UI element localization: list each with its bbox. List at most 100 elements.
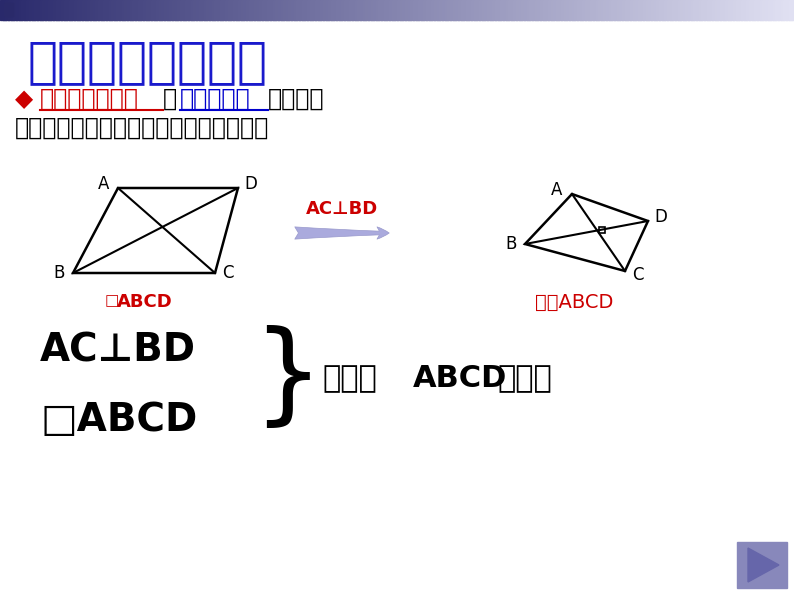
Bar — [304, 0, 308, 20]
Bar — [48, 0, 52, 20]
Bar — [185, 0, 189, 20]
Bar — [320, 0, 324, 20]
Bar — [280, 0, 284, 20]
Bar — [487, 0, 491, 20]
Bar — [574, 0, 578, 20]
Bar — [526, 0, 530, 20]
Bar — [294, 0, 298, 20]
Bar — [582, 0, 586, 20]
Bar — [286, 0, 290, 20]
Bar — [685, 0, 689, 20]
Bar — [312, 0, 316, 20]
Bar — [622, 0, 626, 20]
Bar — [429, 0, 433, 20]
Bar — [10, 0, 14, 20]
Bar — [117, 0, 120, 20]
Bar — [16, 0, 20, 20]
Bar — [129, 0, 133, 20]
Bar — [699, 0, 703, 20]
Bar — [693, 0, 697, 20]
Bar — [349, 0, 353, 20]
Text: 的: 的 — [163, 87, 176, 111]
Bar — [609, 0, 612, 20]
Bar — [659, 0, 663, 20]
Text: □: □ — [105, 293, 119, 308]
Bar — [723, 0, 727, 20]
Bar — [180, 0, 183, 20]
Text: }: } — [252, 325, 323, 432]
Text: （对角线互相垂直平分的四边形是菱形）: （对角线互相垂直平分的四边形是菱形） — [15, 116, 269, 140]
Bar — [193, 0, 197, 20]
Bar — [542, 0, 546, 20]
Bar — [725, 0, 729, 20]
Bar — [148, 0, 152, 20]
Bar — [749, 0, 753, 20]
Bar — [217, 0, 221, 20]
Bar — [24, 0, 28, 20]
Bar — [66, 0, 70, 20]
Bar — [572, 0, 576, 20]
Bar — [413, 0, 417, 20]
Bar — [360, 0, 364, 20]
Bar — [503, 0, 507, 20]
Text: 菱形ABCD: 菱形ABCD — [535, 293, 614, 312]
Bar — [590, 0, 594, 20]
Bar — [151, 0, 155, 20]
Bar — [121, 0, 125, 20]
Bar — [156, 0, 160, 20]
Bar — [355, 0, 358, 20]
Bar — [439, 0, 443, 20]
Bar — [288, 0, 292, 20]
Bar — [405, 0, 409, 20]
Bar — [0, 0, 4, 20]
Bar — [688, 0, 692, 20]
Bar — [754, 0, 758, 20]
Bar — [318, 0, 322, 20]
Bar — [98, 0, 102, 20]
Bar — [484, 0, 488, 20]
Bar — [561, 0, 565, 20]
Bar — [680, 0, 684, 20]
Bar — [596, 0, 599, 20]
Bar — [707, 0, 711, 20]
Bar — [709, 0, 713, 20]
Bar — [540, 0, 544, 20]
Bar — [339, 0, 342, 20]
Bar — [141, 0, 144, 20]
Bar — [296, 0, 300, 20]
Bar — [106, 0, 110, 20]
Text: 菱形的判定方法：: 菱形的判定方法： — [28, 38, 268, 86]
Bar — [580, 0, 584, 20]
Bar — [164, 0, 168, 20]
Bar — [598, 0, 602, 20]
Bar — [246, 0, 250, 20]
Text: ◆: ◆ — [15, 87, 33, 111]
Bar — [64, 0, 67, 20]
Bar — [307, 0, 310, 20]
Bar — [757, 0, 761, 20]
Bar — [363, 0, 366, 20]
Bar — [159, 0, 163, 20]
Bar — [588, 0, 592, 20]
Bar — [262, 0, 266, 20]
Bar — [490, 0, 493, 20]
Bar — [352, 0, 356, 20]
Bar — [256, 0, 260, 20]
Bar — [291, 0, 295, 20]
Bar — [778, 0, 782, 20]
Bar — [717, 0, 721, 20]
Bar — [188, 0, 191, 20]
Text: 对角线互相垂直: 对角线互相垂直 — [40, 87, 139, 111]
Bar — [550, 0, 554, 20]
Bar — [538, 0, 541, 20]
Bar — [641, 0, 644, 20]
Bar — [198, 0, 202, 20]
Bar — [730, 0, 734, 20]
Bar — [77, 0, 80, 20]
Bar — [4, 3, 13, 16]
Bar — [601, 0, 604, 20]
Bar — [222, 0, 226, 20]
Bar — [357, 0, 361, 20]
Bar — [776, 0, 779, 20]
Bar — [264, 0, 268, 20]
